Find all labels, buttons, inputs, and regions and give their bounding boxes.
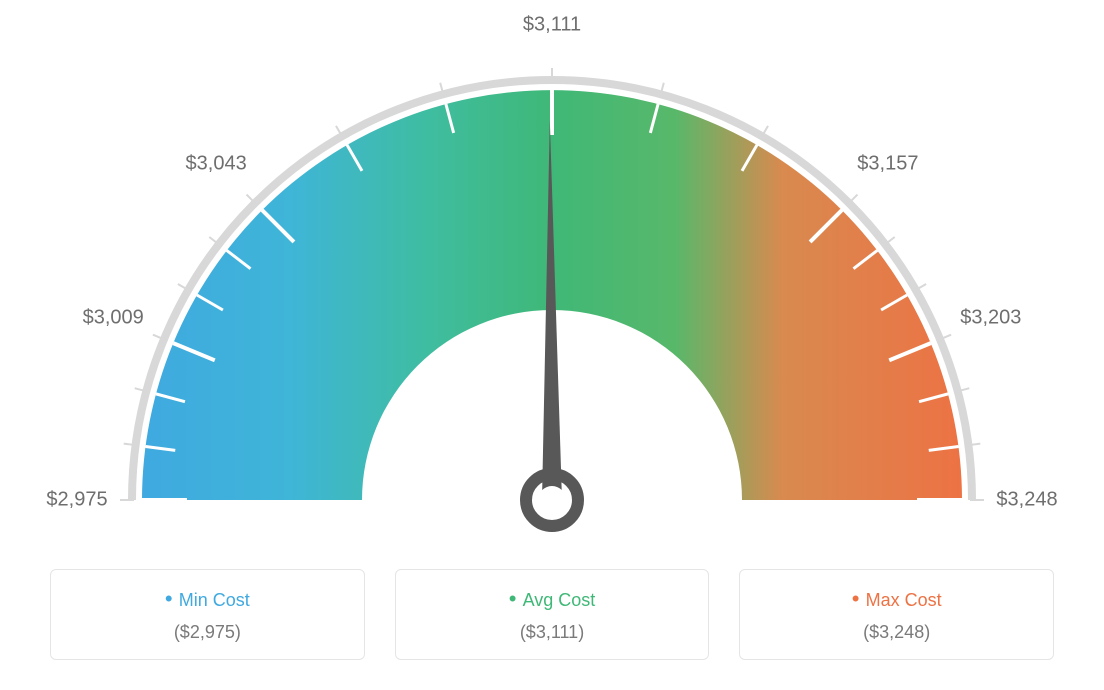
legend-row: Min Cost ($2,975) Avg Cost ($3,111) Max … bbox=[50, 569, 1054, 660]
gauge-chart: $2,975 $3,009 $3,043 $3,111 $3,157 $3,203 $3,2… bbox=[0, 0, 1104, 560]
legend-min-card: Min Cost ($2,975) bbox=[50, 569, 365, 660]
gauge-tick-label: $3,248 bbox=[996, 489, 1057, 512]
gauge-tick-label: $3,111 bbox=[523, 14, 581, 37]
legend-min-title: Min Cost bbox=[71, 586, 344, 612]
cost-gauge-container: $2,975 $3,009 $3,043 $3,111 $3,157 $3,203 $3,2… bbox=[0, 0, 1104, 690]
legend-avg-title: Avg Cost bbox=[416, 586, 689, 612]
gauge-tick-label: $3,157 bbox=[857, 153, 918, 176]
legend-avg-card: Avg Cost ($3,111) bbox=[395, 569, 710, 660]
gauge-tick-label: $3,203 bbox=[960, 307, 1021, 330]
gauge-tick-label: $3,043 bbox=[186, 153, 247, 176]
gauge-tick-label: $2,975 bbox=[46, 489, 107, 512]
gauge-tick-label: $3,009 bbox=[83, 307, 144, 330]
legend-max-card: Max Cost ($3,248) bbox=[739, 569, 1054, 660]
legend-max-value: ($3,248) bbox=[760, 622, 1033, 643]
legend-max-title: Max Cost bbox=[760, 586, 1033, 612]
legend-avg-value: ($3,111) bbox=[416, 622, 689, 643]
legend-min-value: ($2,975) bbox=[71, 622, 344, 643]
